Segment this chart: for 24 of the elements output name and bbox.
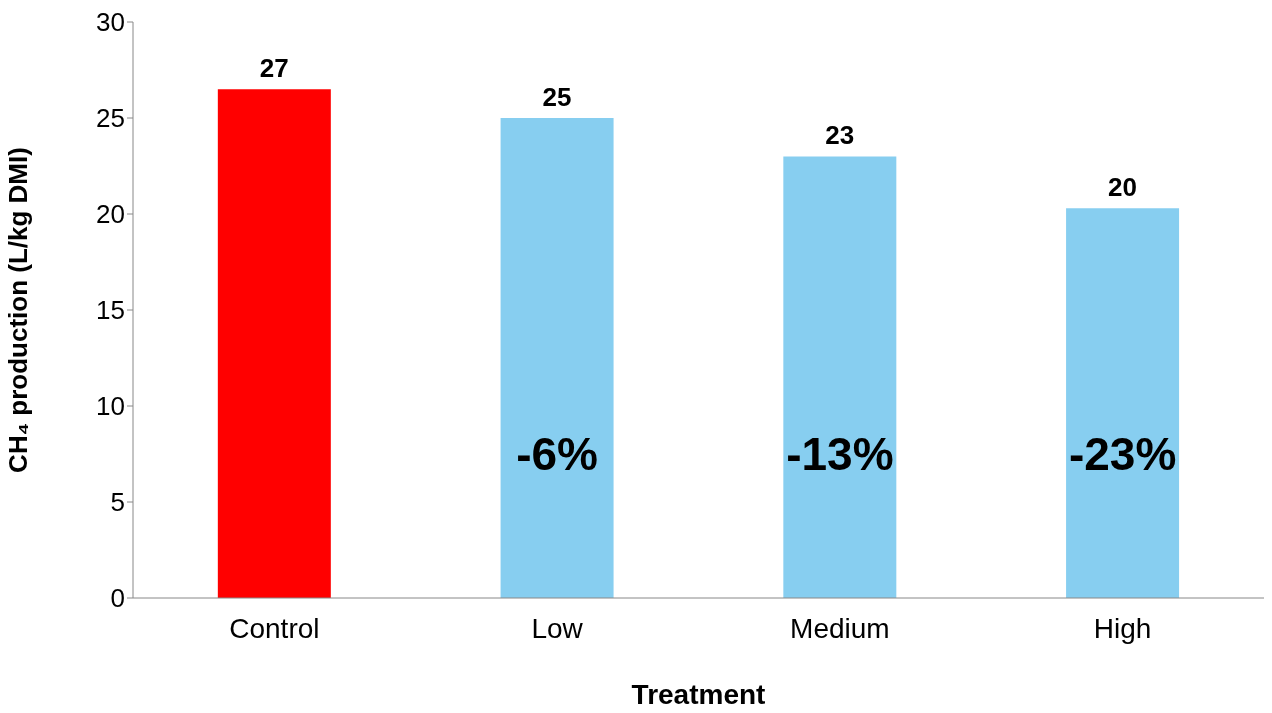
y-tick-label: 20 (96, 199, 125, 230)
data-label: 23 (825, 120, 855, 151)
x-tick-label: Control (229, 612, 320, 644)
data-label: 20 (1108, 172, 1138, 203)
x-tick-label: Low (531, 612, 584, 644)
y-tick-label: 5 (110, 487, 125, 518)
data-label: 25 (542, 82, 572, 112)
bar (1066, 208, 1180, 598)
bar (217, 89, 331, 598)
bar (783, 156, 897, 598)
annotation: -6% (516, 428, 599, 481)
bar (500, 118, 614, 598)
y-axis-title: CH₄ production (L/kg DMI) (3, 147, 34, 473)
y-tick-label: 25 (96, 103, 125, 134)
data-label: 27 (259, 53, 289, 84)
y-tick-label: 30 (96, 7, 125, 38)
x-tick-label: Medium (790, 612, 890, 644)
x-axis-title: Treatment (631, 679, 766, 710)
y-tick-label: 15 (96, 295, 125, 326)
annotation: -23% (1068, 428, 1177, 481)
annotation: -13% (786, 428, 894, 481)
x-tick-label: High (1093, 612, 1152, 644)
y-tick-label: 10 (96, 391, 125, 422)
y-tick-label: 0 (110, 583, 125, 614)
